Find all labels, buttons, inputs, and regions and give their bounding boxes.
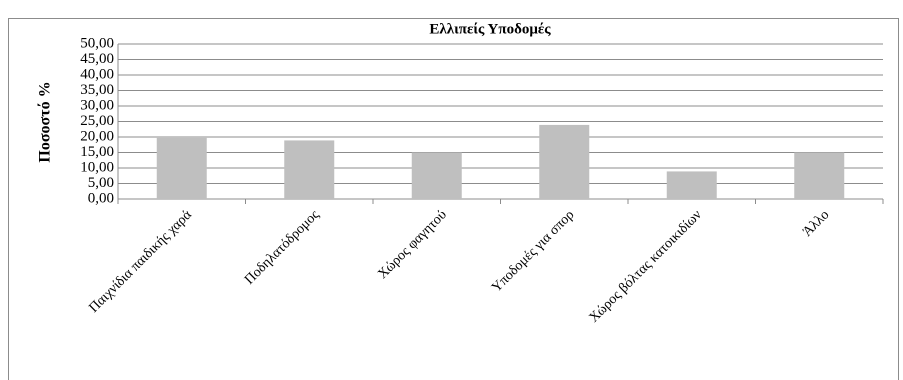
y-tick-label: 40,00 [80, 66, 114, 82]
y-tick-label: 50,00 [80, 35, 114, 51]
y-tick-label: 45,00 [80, 51, 114, 67]
bar [284, 140, 335, 199]
y-tick-label: 25,00 [80, 113, 114, 129]
bar [156, 137, 207, 199]
y-tick-label: 35,00 [80, 82, 114, 98]
bar [539, 124, 590, 199]
y-tick-label: 0,00 [88, 190, 114, 206]
chart-title: Ελλιπείς Υποδομές [429, 21, 551, 37]
y-tick-label: 20,00 [80, 128, 114, 144]
y-tick-label: 10,00 [80, 159, 114, 175]
y-axis-label: Ποσοστό % [37, 81, 54, 162]
y-tick-label: 5,00 [88, 175, 114, 191]
y-tick-label: 30,00 [80, 97, 114, 113]
bar [411, 152, 462, 199]
bar [794, 152, 845, 199]
bar [666, 171, 717, 199]
y-tick-label: 15,00 [80, 144, 114, 160]
